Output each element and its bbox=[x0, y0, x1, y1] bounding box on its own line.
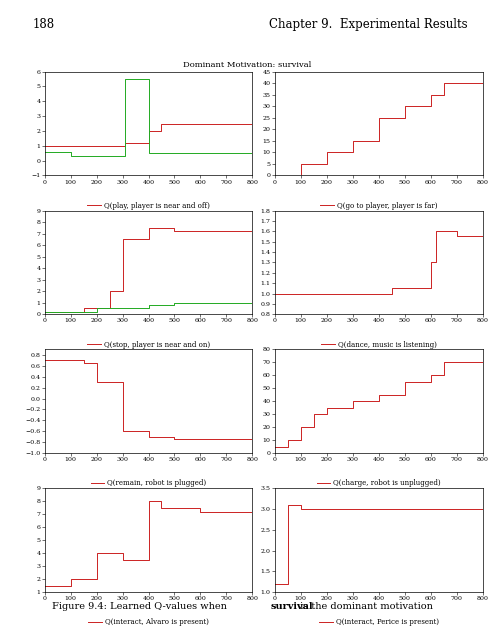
Text: 188: 188 bbox=[32, 18, 54, 31]
Legend: Q(remain, robot is plugged): Q(remain, robot is plugged) bbox=[91, 479, 206, 488]
Legend: Q(go to player, player is far): Q(go to player, player is far) bbox=[320, 202, 437, 210]
Legend: Q(interact, Perice is present): Q(interact, Perice is present) bbox=[319, 618, 439, 627]
Text: is the dominant motivation: is the dominant motivation bbox=[297, 602, 433, 611]
Text: survival: survival bbox=[271, 602, 313, 611]
Text: Dominant Motivation: survival: Dominant Motivation: survival bbox=[183, 61, 312, 68]
Legend: Q(interact, Alvaro is present): Q(interact, Alvaro is present) bbox=[88, 618, 209, 627]
Text: Chapter 9.  Experimental Results: Chapter 9. Experimental Results bbox=[269, 18, 468, 31]
Legend: Q(charge, robot is unplugged): Q(charge, robot is unplugged) bbox=[316, 479, 441, 488]
Text: Figure 9.4: Learned Q-values when: Figure 9.4: Learned Q-values when bbox=[52, 602, 230, 611]
Legend: Q(play, player is near and off), Q(idle, player is near and off): Q(play, player is near and off), Q(idle,… bbox=[87, 202, 210, 219]
Legend: Q(stop, player is near and on), Q(idle, player is near-on): Q(stop, player is near and on), Q(idle, … bbox=[87, 340, 210, 358]
Legend: Q(dance, music is listening): Q(dance, music is listening) bbox=[321, 340, 437, 349]
